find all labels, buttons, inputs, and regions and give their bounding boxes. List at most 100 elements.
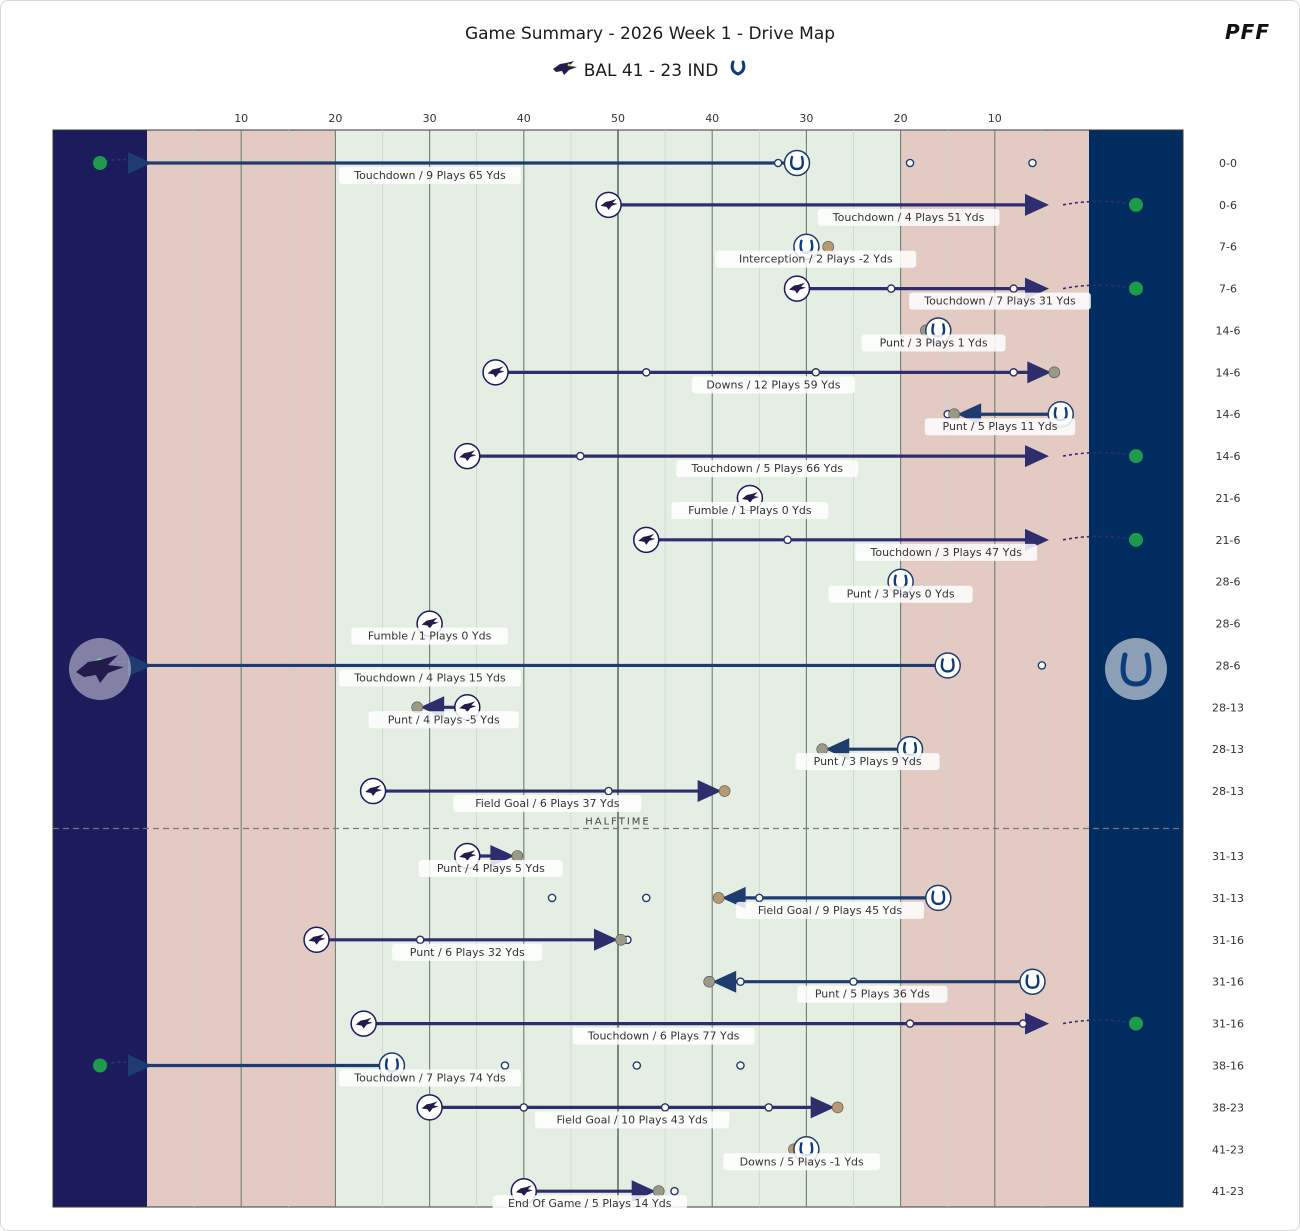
drive-label-bg [676, 460, 859, 478]
drive-score: 31-13 [1212, 850, 1244, 863]
halftime-label: HALFTIME [585, 817, 651, 828]
play-point [783, 535, 792, 545]
x-tick-label: 20 [328, 112, 342, 125]
drive-label-bg [817, 208, 1000, 226]
ravens-logo-icon [552, 61, 577, 75]
drive-label-text: Touchdown / 4 Plays 51 Yds [832, 211, 985, 224]
x-tick-label: 40 [517, 112, 531, 125]
drive-label: Touchdown / 9 Plays 65 Yds 0-0 [339, 157, 1237, 184]
drive-label: Punt / 6 Plays 32 Yds 31-16 [392, 934, 1244, 961]
x-tick-label: 10 [988, 112, 1002, 125]
drive-arrowhead [1025, 193, 1049, 216]
drive-label-bg [924, 418, 1076, 436]
drive-label-bg [691, 376, 855, 394]
drive-label: Touchdown / 5 Plays 66 Yds 14-6 [676, 450, 1241, 478]
drive-label-bg [492, 1195, 687, 1213]
chart-title: Game Summary - 2026 Week 1 - Drive Map [464, 24, 836, 44]
pff-logo: PFF [1225, 20, 1270, 44]
ravens-icon [459, 850, 477, 861]
drive-end-dot [822, 240, 835, 253]
drive-label: Fumble / 1 Plays 0 Yds 21-6 [671, 492, 1240, 519]
play-point [415, 935, 425, 945]
drive-row [633, 526, 1143, 554]
drive-label-bg [339, 1069, 521, 1087]
drive-end-dot [831, 1101, 844, 1114]
x-tick-label: 30 [799, 112, 813, 125]
play-point [736, 1061, 745, 1070]
drive-label: Touchdown / 4 Plays 15 Yds 28-6 [339, 659, 1240, 687]
drive-label-text: Touchdown / 3 Plays 47 Yds [869, 546, 1022, 559]
drive-label-text: Touchdown / 5 Plays 66 Yds [691, 462, 844, 475]
drive-score: 14-6 [1216, 366, 1241, 379]
drive-arrowhead [712, 970, 737, 993]
drive-arrowhead [128, 654, 152, 677]
colts-icon [1025, 974, 1040, 989]
touchdown-dot [93, 1058, 107, 1073]
play-point [547, 893, 557, 903]
drive-label-text: Touchdown / 9 Plays 65 Yds [353, 169, 506, 182]
drive-end-dot [718, 785, 731, 797]
drive-arrowhead [128, 1054, 152, 1077]
drive-score: 28-6 [1216, 576, 1241, 589]
drive-label-text: Touchdown / 6 Plays 77 Yds [587, 1030, 740, 1043]
drive-score: 14-6 [1216, 324, 1241, 337]
drive-label: Field Goal / 6 Plays 37 Yds 28-13 [453, 785, 1244, 813]
ravens-icon [459, 701, 477, 713]
drive-label: Punt / 3 Plays 0 Yds 28-6 [828, 576, 1241, 603]
drive-label-text: Field Goal / 9 Plays 45 Yds [758, 904, 902, 917]
drive-label-bg [392, 943, 543, 961]
x-tick-label: 30 [423, 112, 437, 125]
x-tick-label: 10 [234, 112, 248, 125]
drive-label: Downs / 12 Plays 59 Yds 14-6 [691, 366, 1241, 394]
drive-end-dot [1048, 366, 1061, 379]
drive-score: 14-6 [1216, 450, 1241, 463]
drive-label: Touchdown / 7 Plays 31 Yds 7-6 [909, 283, 1237, 310]
ravens-icon [355, 1017, 373, 1029]
drive-label: Punt / 5 Plays 11 Yds 14-6 [924, 408, 1240, 436]
play-point [519, 1103, 529, 1112]
colts-icon [931, 890, 946, 906]
drive-score: 28-13 [1212, 701, 1244, 714]
play-point [811, 368, 821, 377]
drive-label: Punt / 4 Plays 5 Yds 31-13 [418, 850, 1244, 877]
drive-label: Fumble / 1 Plays 0 Yds 28-6 [351, 618, 1240, 645]
ravens-endzone-icon [76, 655, 124, 683]
drive-score: 38-23 [1212, 1101, 1244, 1114]
drive-label-text: Field Goal / 10 Plays 43 Yds [557, 1113, 708, 1126]
drive-label-text: Punt / 4 Plays -5 Yds [388, 713, 500, 726]
drive-label: Downs / 5 Plays -1 Yds 41-23 [723, 1143, 1244, 1171]
touchdown-dot [1129, 197, 1143, 212]
drive-end-dot [411, 701, 423, 714]
play-point [736, 977, 745, 987]
drive-end-dot [712, 892, 725, 904]
drive-row [93, 149, 1037, 177]
x-tick-label: 50 [611, 112, 625, 125]
ravens-icon [308, 933, 326, 945]
drive-label-text: Field Goal / 6 Plays 37 Yds [475, 797, 619, 810]
drive-score: 7-6 [1219, 241, 1237, 254]
drive-label: Interception / 2 Plays -2 Yds 7-6 [715, 241, 1237, 268]
play-point [670, 1186, 679, 1196]
drive-score: 28-13 [1212, 743, 1244, 756]
drive-arrowhead [594, 928, 618, 951]
colts-logo-icon [730, 60, 746, 76]
drive-row [482, 359, 1061, 386]
drive-label-bg [453, 795, 642, 813]
play-point [1037, 661, 1047, 670]
drive-row [303, 926, 632, 954]
drive-label-bg [418, 860, 563, 877]
play-point [886, 284, 896, 293]
drive-score: 41-23 [1212, 1185, 1244, 1198]
drive-arrowhead [128, 152, 152, 174]
drive-score: 31-16 [1212, 934, 1244, 947]
ravens-icon [600, 198, 618, 210]
drive-label-text: Fumble / 1 Plays 0 Yds [368, 630, 492, 643]
drive-label: End Of Game / 5 Plays 14 Yds 41-23 [492, 1185, 1244, 1213]
drive-row [595, 191, 1143, 219]
drive-label-bg [723, 1153, 880, 1171]
drive-score: 38-16 [1212, 1060, 1244, 1073]
drive-label-text: End Of Game / 5 Plays 14 Yds [508, 1197, 672, 1210]
drive-label-text: Touchdown / 4 Plays 15 Yds [353, 671, 506, 684]
